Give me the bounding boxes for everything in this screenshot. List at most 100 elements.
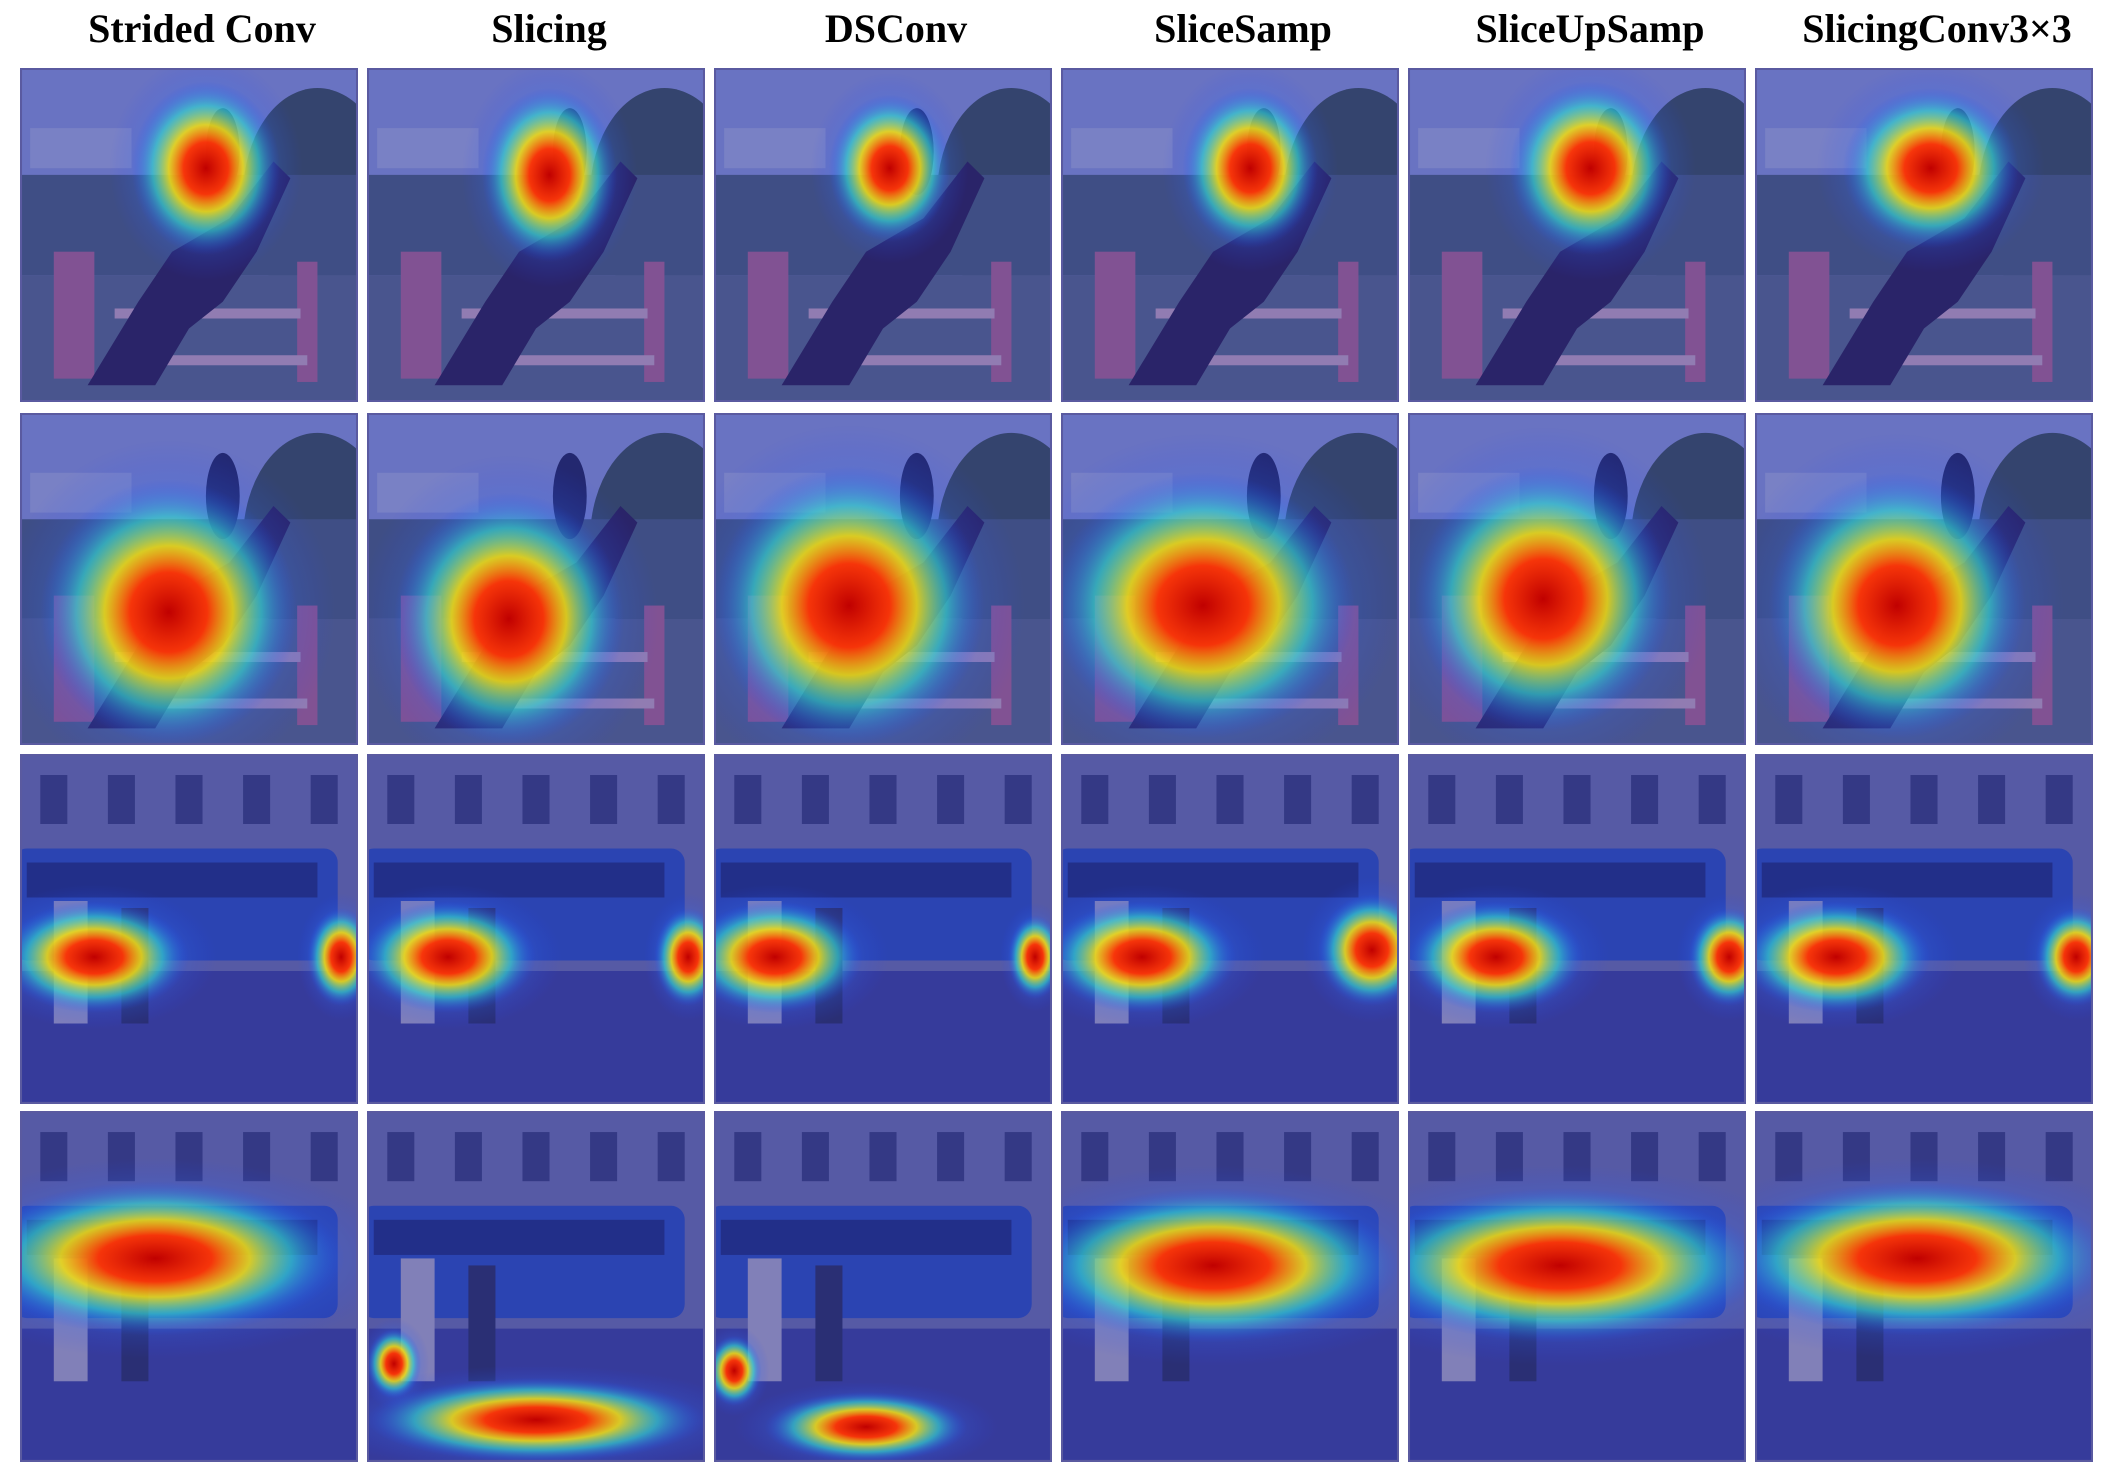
pole bbox=[1526, 355, 1696, 366]
activation bbox=[764, 1391, 968, 1462]
heatmap-image bbox=[1061, 413, 1399, 745]
activation bbox=[1061, 901, 1237, 1013]
person bbox=[468, 1265, 496, 1382]
window bbox=[1698, 775, 1726, 824]
activation bbox=[1755, 1181, 2093, 1336]
window bbox=[1081, 1132, 1109, 1182]
heatmap-image bbox=[20, 1111, 358, 1462]
activation bbox=[1842, 88, 2019, 249]
window bbox=[1775, 775, 1803, 824]
column-header: SliceUpSamp bbox=[1476, 6, 1705, 51]
fence-right bbox=[644, 261, 665, 382]
activation bbox=[1061, 472, 1356, 739]
fence-right bbox=[1338, 261, 1359, 382]
activation bbox=[714, 1335, 762, 1406]
column-header: DSConv bbox=[825, 6, 967, 51]
fence-right bbox=[297, 261, 318, 382]
activation bbox=[367, 1377, 705, 1462]
heatmap-image bbox=[367, 68, 705, 402]
activation bbox=[1008, 915, 1052, 999]
pole bbox=[138, 355, 308, 366]
activation bbox=[394, 492, 624, 745]
heatmap-image bbox=[714, 1111, 1052, 1462]
window bbox=[937, 775, 965, 824]
window bbox=[1978, 775, 2006, 824]
bus-window bbox=[720, 1219, 1012, 1255]
window bbox=[1284, 775, 1312, 824]
heatmap-image bbox=[714, 68, 1052, 402]
window bbox=[387, 775, 415, 824]
building bbox=[377, 128, 479, 169]
heatmap-image bbox=[714, 754, 1052, 1104]
column-headers: Strided Conv Slicing DSConv SliceSamp Sl… bbox=[88, 6, 2072, 51]
fence-left bbox=[1788, 251, 1830, 379]
window bbox=[734, 775, 762, 824]
window bbox=[1004, 1132, 1032, 1182]
window bbox=[454, 1132, 482, 1182]
activation bbox=[828, 94, 951, 242]
pole bbox=[832, 355, 1002, 366]
heatmap-image bbox=[20, 68, 358, 402]
fence-right bbox=[2032, 261, 2053, 382]
activation bbox=[40, 479, 298, 745]
window bbox=[522, 1132, 550, 1182]
activation bbox=[1768, 472, 2026, 739]
window bbox=[801, 775, 829, 824]
window bbox=[1081, 775, 1109, 824]
window bbox=[1428, 775, 1456, 824]
fence-left bbox=[1094, 251, 1136, 379]
window bbox=[1004, 775, 1032, 824]
fence-left bbox=[400, 251, 442, 379]
pole bbox=[1179, 355, 1349, 366]
window bbox=[2045, 775, 2073, 824]
window bbox=[1910, 775, 1938, 824]
heatmap-image bbox=[20, 413, 358, 745]
heatmap-image bbox=[1755, 413, 2093, 745]
window bbox=[1428, 1132, 1456, 1182]
fence-right bbox=[1685, 261, 1706, 382]
window bbox=[243, 775, 271, 824]
activation bbox=[20, 901, 189, 1013]
activation bbox=[2035, 908, 2093, 1006]
activation bbox=[481, 88, 618, 262]
heatmap-image bbox=[1408, 1111, 1746, 1462]
activation bbox=[1755, 901, 1931, 1013]
window bbox=[1495, 775, 1523, 824]
heatmap-image bbox=[1408, 413, 1746, 745]
window bbox=[1216, 775, 1244, 824]
activation bbox=[714, 901, 863, 1013]
window bbox=[590, 775, 618, 824]
activation bbox=[1414, 466, 1672, 732]
window bbox=[175, 775, 203, 824]
activation bbox=[20, 1181, 345, 1336]
bus-window bbox=[373, 1219, 665, 1255]
heatmap-image bbox=[367, 1111, 705, 1462]
heatmap-image bbox=[1755, 1111, 2093, 1462]
activation bbox=[1408, 901, 1584, 1013]
heatmap-image bbox=[1061, 68, 1399, 402]
heatmap-image bbox=[20, 754, 358, 1104]
activation bbox=[1688, 908, 1746, 1006]
window bbox=[387, 1132, 415, 1182]
activation bbox=[131, 81, 281, 256]
person bbox=[815, 1265, 843, 1382]
pole bbox=[1873, 355, 2043, 366]
activation bbox=[654, 908, 705, 1006]
window bbox=[1842, 775, 1870, 824]
window bbox=[1351, 775, 1379, 824]
window bbox=[454, 775, 482, 824]
heatmap-image bbox=[1408, 754, 1746, 1104]
window bbox=[869, 1132, 897, 1182]
window bbox=[1351, 1132, 1379, 1182]
window bbox=[522, 775, 550, 824]
window bbox=[1563, 775, 1591, 824]
activation bbox=[307, 908, 358, 1006]
window bbox=[869, 775, 897, 824]
heatmap-image bbox=[367, 413, 705, 745]
activation bbox=[1317, 894, 1399, 1006]
column-header: Strided Conv bbox=[88, 6, 316, 51]
window bbox=[107, 775, 135, 824]
window bbox=[310, 1132, 338, 1182]
